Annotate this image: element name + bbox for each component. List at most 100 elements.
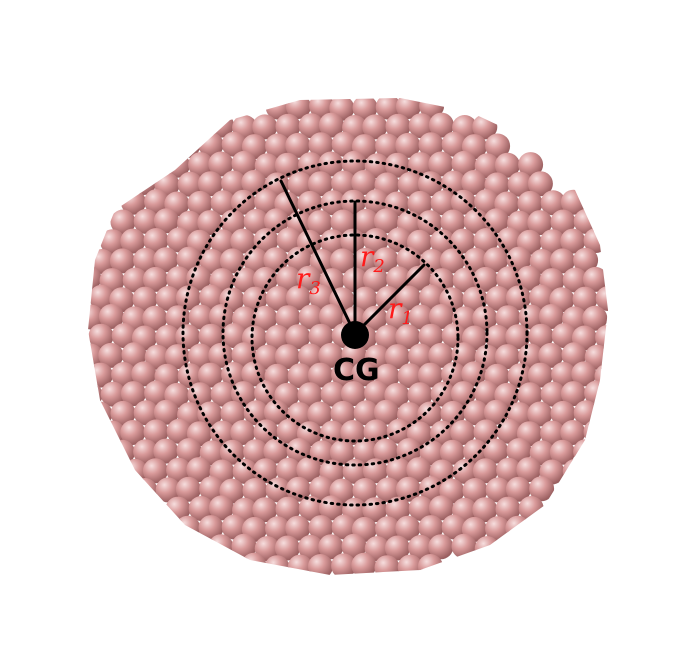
atom	[428, 151, 454, 177]
atom	[417, 362, 443, 388]
atom	[309, 284, 335, 310]
atom	[474, 189, 500, 215]
atom	[198, 515, 224, 541]
atom	[155, 324, 181, 350]
atom	[133, 247, 159, 273]
atom	[505, 285, 531, 311]
atom	[221, 323, 247, 349]
atom	[285, 132, 311, 158]
atom	[516, 457, 542, 483]
atom	[197, 210, 223, 236]
atom	[397, 171, 423, 197]
atom	[451, 342, 477, 368]
atom	[362, 266, 388, 292]
atom	[495, 496, 521, 522]
atom	[100, 229, 126, 255]
atom	[242, 478, 268, 503]
atom	[232, 267, 258, 293]
atom	[242, 286, 268, 312]
atom	[549, 439, 575, 465]
atom	[450, 420, 476, 445]
atom	[287, 171, 313, 197]
atom-cluster	[88, 98, 608, 575]
atom	[529, 249, 555, 274]
radius-line-1	[353, 263, 426, 336]
atom	[397, 363, 423, 389]
atom	[495, 305, 521, 331]
atom	[264, 555, 290, 575]
atom	[352, 98, 378, 121]
atom	[485, 286, 511, 311]
atom	[428, 534, 454, 560]
atom	[254, 189, 280, 215]
atom	[406, 457, 432, 483]
atom	[230, 420, 256, 445]
atom	[120, 420, 146, 445]
atom	[418, 323, 444, 349]
atom	[265, 133, 291, 159]
atom	[418, 515, 444, 541]
atom	[408, 304, 434, 330]
atom	[331, 553, 357, 575]
shell-circle-2	[221, 199, 489, 467]
atom	[463, 439, 489, 465]
atom	[505, 476, 531, 502]
atom	[441, 323, 467, 349]
atom	[276, 227, 302, 253]
atom	[221, 131, 247, 157]
atom	[375, 324, 401, 350]
atom	[375, 516, 401, 542]
atom	[265, 324, 291, 350]
atom	[473, 228, 499, 253]
atom	[562, 458, 588, 484]
atom	[285, 515, 311, 541]
atom	[197, 401, 223, 427]
atom	[265, 286, 291, 311]
atom	[353, 208, 379, 234]
atom	[496, 418, 522, 444]
atom	[175, 285, 201, 311]
atom	[353, 439, 379, 465]
atom	[307, 171, 333, 197]
atom	[274, 344, 300, 370]
atom	[408, 496, 434, 521]
atom	[428, 342, 454, 368]
atom	[516, 265, 542, 291]
atom	[364, 153, 390, 179]
atom	[132, 478, 158, 503]
atom	[440, 209, 466, 235]
atom	[340, 189, 366, 215]
atom	[507, 171, 533, 197]
atom	[385, 496, 411, 522]
atom	[529, 440, 555, 466]
atom	[298, 534, 324, 560]
atom	[494, 152, 520, 178]
atom	[254, 344, 280, 370]
atom	[362, 458, 388, 484]
atom	[88, 304, 104, 330]
atom	[186, 457, 212, 483]
atom	[395, 132, 421, 158]
atom	[451, 150, 477, 176]
atom	[573, 439, 599, 465]
atom	[199, 284, 225, 310]
atom	[318, 304, 344, 329]
atom	[199, 249, 225, 274]
atom	[252, 305, 278, 331]
atom	[297, 190, 323, 216]
atom	[341, 533, 367, 559]
atom	[364, 380, 390, 406]
atom	[308, 132, 334, 158]
atom	[351, 170, 377, 195]
atom	[110, 209, 136, 235]
atom	[231, 342, 257, 368]
atom	[463, 208, 489, 234]
atom	[331, 362, 357, 387]
atom	[474, 536, 500, 562]
atom	[100, 381, 126, 407]
atom	[351, 552, 377, 575]
atom	[527, 171, 553, 197]
atom	[550, 209, 576, 235]
atom	[551, 323, 577, 349]
